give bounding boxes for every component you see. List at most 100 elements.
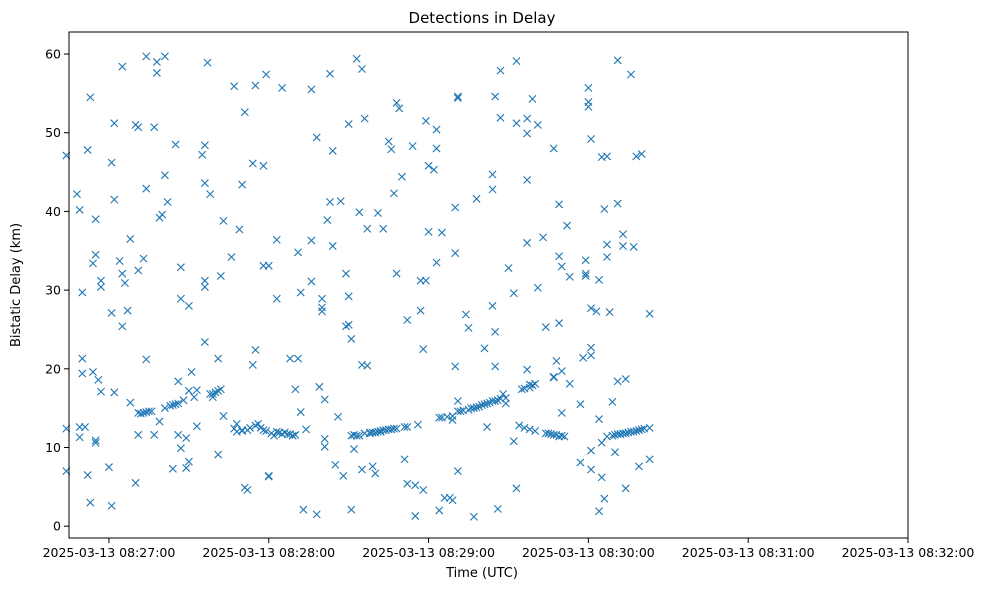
x-marker bbox=[480, 400, 489, 409]
data-point bbox=[184, 386, 193, 395]
data-point bbox=[94, 375, 103, 384]
x-marker bbox=[320, 442, 329, 451]
data-point bbox=[512, 57, 521, 66]
x-marker bbox=[360, 114, 369, 123]
data-point bbox=[174, 377, 183, 386]
x-marker bbox=[392, 424, 401, 433]
x-marker bbox=[184, 457, 193, 466]
data-point bbox=[240, 108, 249, 117]
x-marker bbox=[645, 423, 654, 432]
x-marker bbox=[523, 114, 532, 123]
x-marker bbox=[491, 397, 500, 406]
x-marker bbox=[549, 372, 558, 381]
x-marker bbox=[504, 264, 513, 273]
x-marker bbox=[259, 161, 268, 170]
x-marker bbox=[198, 150, 207, 159]
x-marker bbox=[373, 427, 382, 436]
data-point bbox=[629, 427, 638, 436]
data-point bbox=[251, 345, 260, 354]
x-marker bbox=[259, 426, 268, 435]
x-marker bbox=[355, 431, 364, 440]
x-marker bbox=[531, 426, 540, 435]
data-point bbox=[392, 98, 401, 107]
x-marker bbox=[395, 104, 404, 113]
data-point bbox=[288, 431, 297, 440]
data-point bbox=[73, 190, 81, 199]
x-marker bbox=[472, 194, 481, 203]
x-marker bbox=[160, 171, 169, 180]
data-point bbox=[509, 289, 518, 298]
x-marker bbox=[139, 254, 148, 263]
data-point bbox=[318, 294, 327, 303]
x-marker bbox=[421, 276, 430, 285]
data-point bbox=[560, 432, 569, 441]
x-marker bbox=[632, 426, 641, 435]
x-marker bbox=[163, 197, 172, 206]
data-point bbox=[182, 434, 191, 443]
chart-title: Detections in Delay bbox=[409, 9, 556, 27]
y-tick-label: 30 bbox=[45, 283, 61, 298]
x-marker bbox=[283, 430, 292, 439]
x-marker bbox=[488, 170, 497, 179]
x-marker bbox=[318, 307, 327, 316]
x-marker bbox=[294, 248, 303, 257]
x-marker bbox=[88, 367, 97, 376]
x-marker bbox=[525, 425, 534, 434]
x-tick-label: 2025-03-13 08:28:00 bbox=[202, 545, 335, 560]
x-marker bbox=[517, 385, 526, 394]
data-point bbox=[472, 403, 481, 412]
x-marker bbox=[509, 437, 518, 446]
x-marker bbox=[480, 344, 489, 353]
data-point bbox=[555, 319, 564, 328]
data-point bbox=[472, 194, 481, 203]
data-point bbox=[347, 334, 356, 343]
data-point bbox=[608, 397, 617, 406]
x-marker bbox=[363, 224, 372, 233]
data-point bbox=[597, 473, 606, 482]
x-marker bbox=[320, 434, 329, 443]
x-marker bbox=[272, 235, 281, 244]
data-point bbox=[120, 279, 129, 288]
x-marker bbox=[174, 430, 183, 439]
data-point bbox=[379, 224, 388, 233]
x-marker bbox=[94, 375, 103, 384]
x-marker bbox=[152, 57, 161, 66]
data-point bbox=[557, 262, 566, 271]
data-point bbox=[453, 92, 462, 101]
x-tick-label: 2025-03-13 08:32:00 bbox=[842, 545, 975, 560]
x-marker bbox=[634, 462, 643, 471]
data-point bbox=[539, 233, 548, 242]
data-point bbox=[469, 512, 478, 521]
x-marker bbox=[96, 387, 105, 396]
data-point bbox=[355, 431, 364, 440]
x-marker bbox=[160, 404, 169, 413]
data-point bbox=[171, 140, 180, 149]
data-point bbox=[83, 146, 92, 155]
x-marker bbox=[219, 216, 228, 225]
y-tick-label: 50 bbox=[45, 125, 61, 140]
x-marker bbox=[187, 367, 196, 376]
x-marker bbox=[544, 429, 553, 438]
data-point bbox=[216, 385, 225, 394]
data-point bbox=[395, 104, 404, 113]
x-marker bbox=[392, 269, 401, 278]
x-marker bbox=[344, 320, 353, 329]
data-point bbox=[499, 390, 508, 398]
x-marker bbox=[512, 119, 521, 128]
x-marker bbox=[469, 404, 478, 413]
data-point bbox=[235, 225, 244, 234]
x-marker bbox=[557, 262, 566, 271]
x-marker bbox=[645, 309, 654, 318]
x-marker bbox=[619, 242, 627, 251]
x-marker bbox=[120, 279, 129, 288]
data-point bbox=[216, 271, 225, 280]
data-point bbox=[331, 460, 340, 469]
x-marker bbox=[184, 386, 193, 395]
data-point bbox=[190, 393, 199, 402]
x-marker bbox=[294, 354, 303, 363]
data-point bbox=[488, 185, 497, 194]
x-marker bbox=[347, 505, 356, 514]
x-marker bbox=[576, 458, 585, 467]
x-marker bbox=[565, 272, 574, 281]
